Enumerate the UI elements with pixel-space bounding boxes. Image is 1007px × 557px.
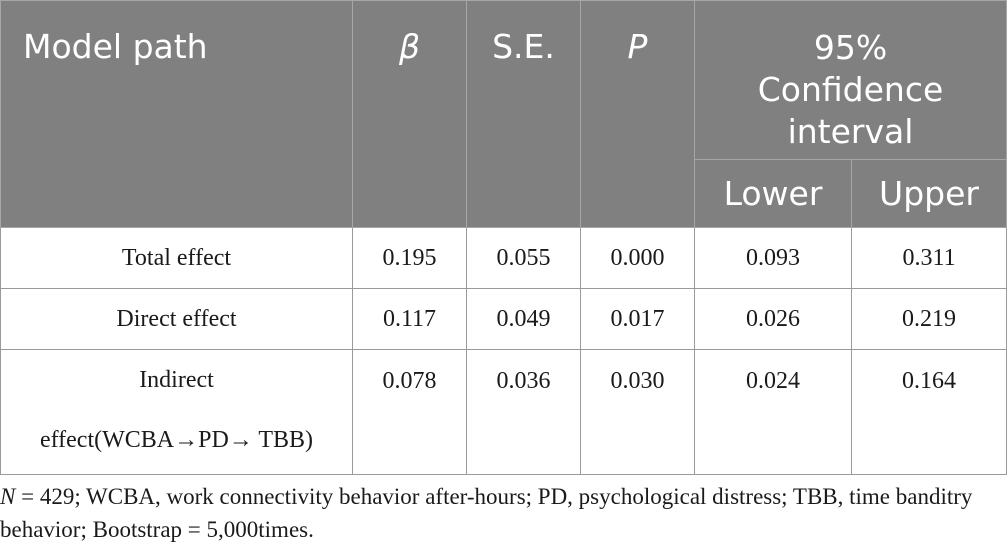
header-upper-label: Upper xyxy=(879,174,979,213)
header-lower-label: Lower xyxy=(723,174,823,213)
cell-beta: 0.078 xyxy=(352,349,467,475)
header-upper: Upper xyxy=(850,159,1007,228)
cell-p: 0.017 xyxy=(580,288,695,350)
cell-se: 0.055 xyxy=(466,227,581,289)
table-footnote: N = 429; WCBA, work connectivity behavio… xyxy=(0,480,1000,546)
footnote-n-symbol: N xyxy=(0,484,16,509)
header-p: P xyxy=(580,0,695,228)
table-row: Total effect 0.195 0.055 0.000 0.093 0.3… xyxy=(0,227,1007,289)
table-row: Direct effect 0.117 0.049 0.017 0.026 0.… xyxy=(0,288,1007,350)
cell-beta: 0.195 xyxy=(352,227,467,289)
header-p-label: P xyxy=(627,27,648,66)
header-lower: Lower xyxy=(694,159,852,228)
ci-line-1: 95% xyxy=(813,28,888,67)
cell-se: 0.049 xyxy=(466,288,581,350)
cell-lower: 0.024 xyxy=(694,349,852,475)
row-label: Total effect xyxy=(0,227,353,289)
cell-p: 0.000 xyxy=(580,227,695,289)
header-model-path-label: Model path xyxy=(23,27,208,66)
cell-lower: 0.093 xyxy=(694,227,852,289)
mediation-effects-table: Model path β S.E. P 95% Confidence inter… xyxy=(0,0,1007,475)
ci-line-2: Confidence xyxy=(757,70,944,109)
table-row: Indirect effect(WCBA→PD→ TBB) 0.078 0.03… xyxy=(0,349,1007,475)
cell-se: 0.036 xyxy=(466,349,581,475)
row-label-line-1: Indirect xyxy=(139,367,214,393)
header-se: S.E. xyxy=(466,0,581,228)
row-label-line-2: effect(WCBA→PD→ TBB) xyxy=(39,427,314,453)
row-label: Direct effect xyxy=(0,288,353,350)
cell-beta: 0.117 xyxy=(352,288,467,350)
cell-upper: 0.164 xyxy=(850,349,1007,475)
footnote-text: = 429; WCBA, work connectivity behavior … xyxy=(0,484,973,542)
header-beta: β xyxy=(352,0,467,228)
ci-line-3: interval xyxy=(787,112,914,151)
row-label: Indirect effect(WCBA→PD→ TBB) xyxy=(0,349,353,475)
cell-p: 0.030 xyxy=(580,349,695,475)
header-model-path: Model path xyxy=(0,0,353,228)
header-se-label: S.E. xyxy=(492,27,555,66)
header-beta-label: β xyxy=(398,27,421,66)
cell-lower: 0.026 xyxy=(694,288,852,350)
header-confidence-interval: 95% Confidence interval xyxy=(693,0,1007,160)
cell-upper: 0.311 xyxy=(850,227,1007,289)
cell-upper: 0.219 xyxy=(850,288,1007,350)
